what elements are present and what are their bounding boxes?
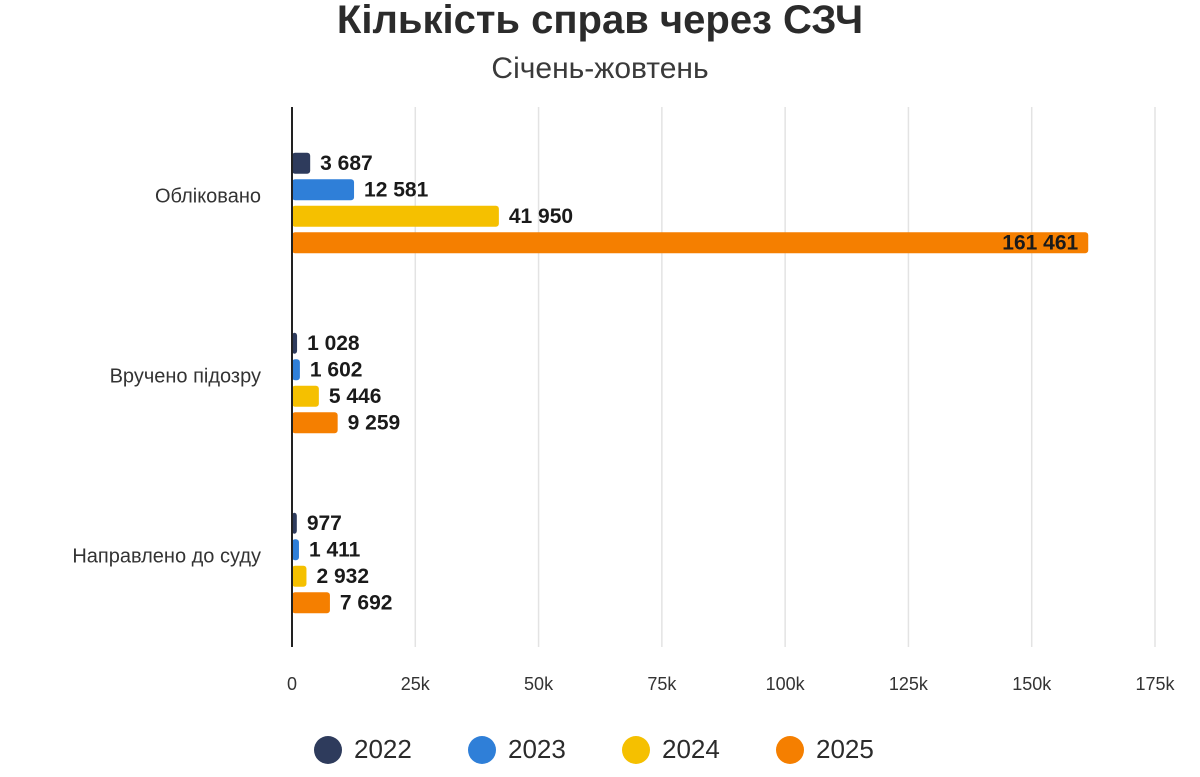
data-label: 161 461 bbox=[1002, 231, 1078, 254]
bar[interactable] bbox=[292, 332, 298, 354]
data-label: 1 602 bbox=[310, 358, 363, 381]
data-label: 3 687 bbox=[320, 152, 373, 175]
legend[interactable]: 2022 2023 2024 2025 bbox=[314, 734, 874, 764]
category-label: Вручено підозру bbox=[110, 365, 261, 387]
x-tick-label: 0 bbox=[287, 674, 297, 694]
category-labels: Обліковано Вручено підозру Направлено до с… bbox=[72, 185, 261, 567]
legend-item[interactable]: 2022 bbox=[314, 734, 412, 764]
bar[interactable] bbox=[292, 412, 338, 434]
legend-item[interactable]: 2025 bbox=[776, 734, 874, 764]
bar[interactable] bbox=[292, 592, 330, 614]
bar[interactable] bbox=[292, 512, 297, 534]
legend-label: 2023 bbox=[508, 734, 566, 764]
bar[interactable] bbox=[292, 359, 300, 381]
data-label: 1 028 bbox=[307, 332, 360, 355]
x-tick-label: 175k bbox=[1135, 674, 1175, 694]
chart-subtitle: Січень-жовтень bbox=[491, 52, 708, 85]
data-label: 5 446 bbox=[329, 385, 382, 408]
bar[interactable] bbox=[292, 179, 355, 201]
category-label: Направлено до суду bbox=[72, 545, 261, 567]
bar[interactable] bbox=[292, 539, 299, 561]
bars bbox=[292, 152, 1089, 614]
bar[interactable] bbox=[292, 205, 499, 227]
x-tick-label: 75k bbox=[647, 674, 677, 694]
bar[interactable] bbox=[292, 565, 307, 587]
legend-item[interactable]: 2024 bbox=[622, 734, 720, 764]
x-tick-label: 150k bbox=[1012, 674, 1052, 694]
legend-label: 2022 bbox=[354, 734, 412, 764]
data-labels: 3 687 12 581 41 950 161 461 1 028 1 602 5 446 9… bbox=[307, 152, 1079, 615]
x-tick-label: 25k bbox=[401, 674, 431, 694]
data-label: 1 411 bbox=[309, 538, 361, 561]
gridlines bbox=[414, 107, 1156, 647]
x-tick-label: 125k bbox=[889, 674, 929, 694]
data-label: 2 932 bbox=[316, 565, 369, 588]
category-label: Обліковано bbox=[155, 185, 261, 207]
legend-swatch bbox=[622, 736, 650, 764]
data-label: 9 259 bbox=[348, 411, 401, 434]
data-label: 12 581 bbox=[364, 178, 429, 201]
data-label: 7 692 bbox=[340, 591, 393, 614]
x-axis-ticks: 0 25k 50k 75k 100k 125k 150k 175k bbox=[287, 674, 1176, 694]
legend-item[interactable]: 2023 bbox=[468, 734, 566, 764]
data-label: 41 950 bbox=[509, 205, 573, 228]
chart-title: Кількість справ через СЗЧ bbox=[337, 0, 863, 42]
x-tick-label: 50k bbox=[524, 674, 554, 694]
bar[interactable] bbox=[292, 152, 311, 174]
legend-swatch bbox=[468, 736, 496, 764]
data-label: 977 bbox=[307, 512, 342, 535]
bar[interactable] bbox=[292, 232, 1089, 254]
x-tick-label: 100k bbox=[766, 674, 806, 694]
bar[interactable] bbox=[292, 385, 319, 407]
legend-label: 2025 bbox=[816, 734, 874, 764]
legend-label: 2024 bbox=[662, 734, 720, 764]
legend-swatch bbox=[776, 736, 804, 764]
legend-swatch bbox=[314, 736, 342, 764]
